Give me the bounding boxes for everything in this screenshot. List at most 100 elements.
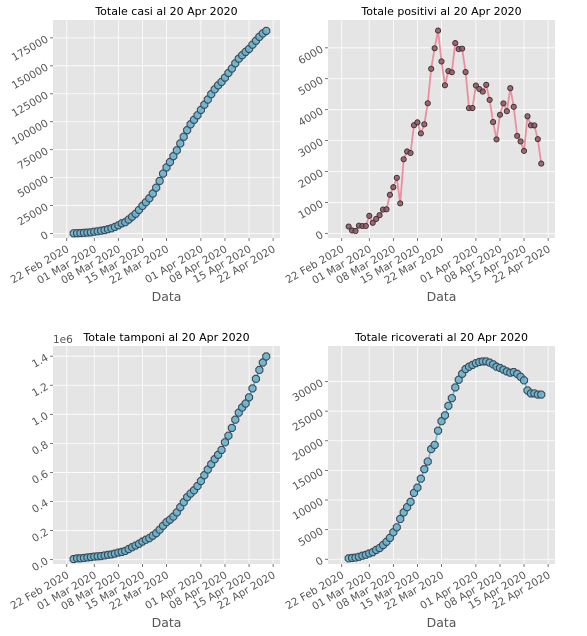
data-point [431, 441, 438, 448]
chart-panel-2: 22 Feb 202001 Mar 202008 Mar 202015 Mar … [284, 5, 555, 304]
data-point [407, 498, 414, 505]
data-point [232, 416, 239, 423]
y-tick-label: 0.6 [30, 468, 51, 487]
data-point [497, 112, 502, 117]
data-point [263, 27, 270, 34]
y-tick-label: 1.0 [30, 410, 50, 429]
data-point [417, 475, 424, 482]
data-point [449, 70, 454, 75]
data-point [408, 150, 413, 155]
data-point [228, 424, 235, 431]
chart-title: Totale casi al 20 Apr 2020 [94, 5, 237, 18]
y-tick-label: 125000 [10, 89, 51, 119]
data-point [515, 133, 520, 138]
data-point [439, 59, 444, 64]
x-axis-label: Data [152, 289, 182, 304]
data-point [397, 515, 404, 522]
y-tick-label: 0 [39, 229, 51, 243]
x-axis-label: Data [152, 615, 182, 630]
data-point [401, 157, 406, 162]
chart-title: Totale tamponi al 20 Apr 2020 [82, 331, 249, 344]
data-point [435, 28, 440, 33]
data-point [452, 384, 459, 391]
data-point [445, 402, 452, 409]
data-point [384, 207, 389, 212]
data-point [521, 377, 528, 384]
y-tick-label: 10000 [291, 496, 326, 523]
data-point [435, 427, 442, 434]
data-point [490, 119, 495, 124]
data-point [377, 213, 382, 218]
y-tick-label: 0.8 [30, 439, 50, 458]
data-point [470, 105, 475, 110]
y-tick-label: 20000 [291, 436, 326, 463]
data-point [425, 101, 430, 106]
data-point [221, 439, 228, 446]
data-point [525, 114, 530, 119]
data-point [532, 123, 537, 128]
y-offset-label: 1e6 [53, 334, 73, 346]
data-point [414, 484, 421, 491]
data-point [367, 213, 372, 218]
data-point [418, 131, 423, 136]
data-point [422, 122, 427, 127]
data-point [429, 66, 434, 71]
data-point [173, 147, 180, 154]
y-tick-label: 25000 [291, 407, 326, 434]
y-tick-label: 75000 [16, 145, 51, 172]
data-point [501, 101, 506, 106]
data-point [363, 223, 368, 228]
chart-title: Totale positivi al 20 Apr 2020 [360, 5, 521, 18]
data-point [398, 201, 403, 206]
y-tick-label: 0.2 [30, 526, 50, 545]
data-point [448, 395, 455, 402]
y-tick-label: 3000 [296, 136, 325, 160]
y-tick-label: 4000 [296, 105, 325, 129]
data-point [521, 148, 526, 153]
data-point [391, 185, 396, 190]
y-tick-label: 50000 [16, 173, 51, 200]
y-tick-label: 5000 [296, 74, 325, 98]
data-point [218, 446, 225, 453]
data-point [424, 458, 431, 465]
y-tick-label: 0.4 [30, 497, 51, 516]
data-point [504, 109, 509, 114]
data-point [180, 133, 187, 140]
data-point [153, 184, 160, 191]
data-point [394, 175, 399, 180]
y-tick-label: 1.2 [30, 381, 50, 400]
data-point [508, 86, 513, 91]
y-tick-label: 0 [314, 555, 326, 569]
data-point [460, 46, 465, 51]
data-point [432, 46, 437, 51]
y-tick-label: 30000 [291, 377, 326, 404]
y-tick-label: 1.4 [30, 352, 51, 371]
y-tick-label: 0.0 [30, 555, 50, 574]
data-point [263, 353, 270, 360]
data-point [442, 83, 447, 88]
y-tick-label: 175000 [10, 34, 51, 64]
data-point [538, 391, 545, 398]
data-point [480, 89, 485, 94]
y-tick-label: 25000 [16, 201, 51, 228]
data-point [393, 524, 400, 531]
data-point [225, 432, 232, 439]
y-tick-label: 6000 [296, 43, 325, 67]
data-point [353, 228, 358, 233]
chart-panel-4: 22 Feb 202001 Mar 202008 Mar 202015 Mar … [284, 331, 555, 630]
data-point [463, 69, 468, 74]
data-point [246, 394, 253, 401]
data-point [494, 137, 499, 142]
data-point [256, 366, 263, 373]
data-point [535, 137, 540, 142]
y-tick-label: 150000 [10, 62, 51, 92]
data-point [421, 466, 428, 473]
chart-title: Totale ricoverati al 20 Apr 2020 [354, 331, 528, 344]
data-point [484, 82, 489, 87]
data-point [518, 139, 523, 144]
x-axis-label: Data [427, 289, 457, 304]
data-point [415, 120, 420, 125]
y-tick-label: 15000 [291, 466, 326, 493]
